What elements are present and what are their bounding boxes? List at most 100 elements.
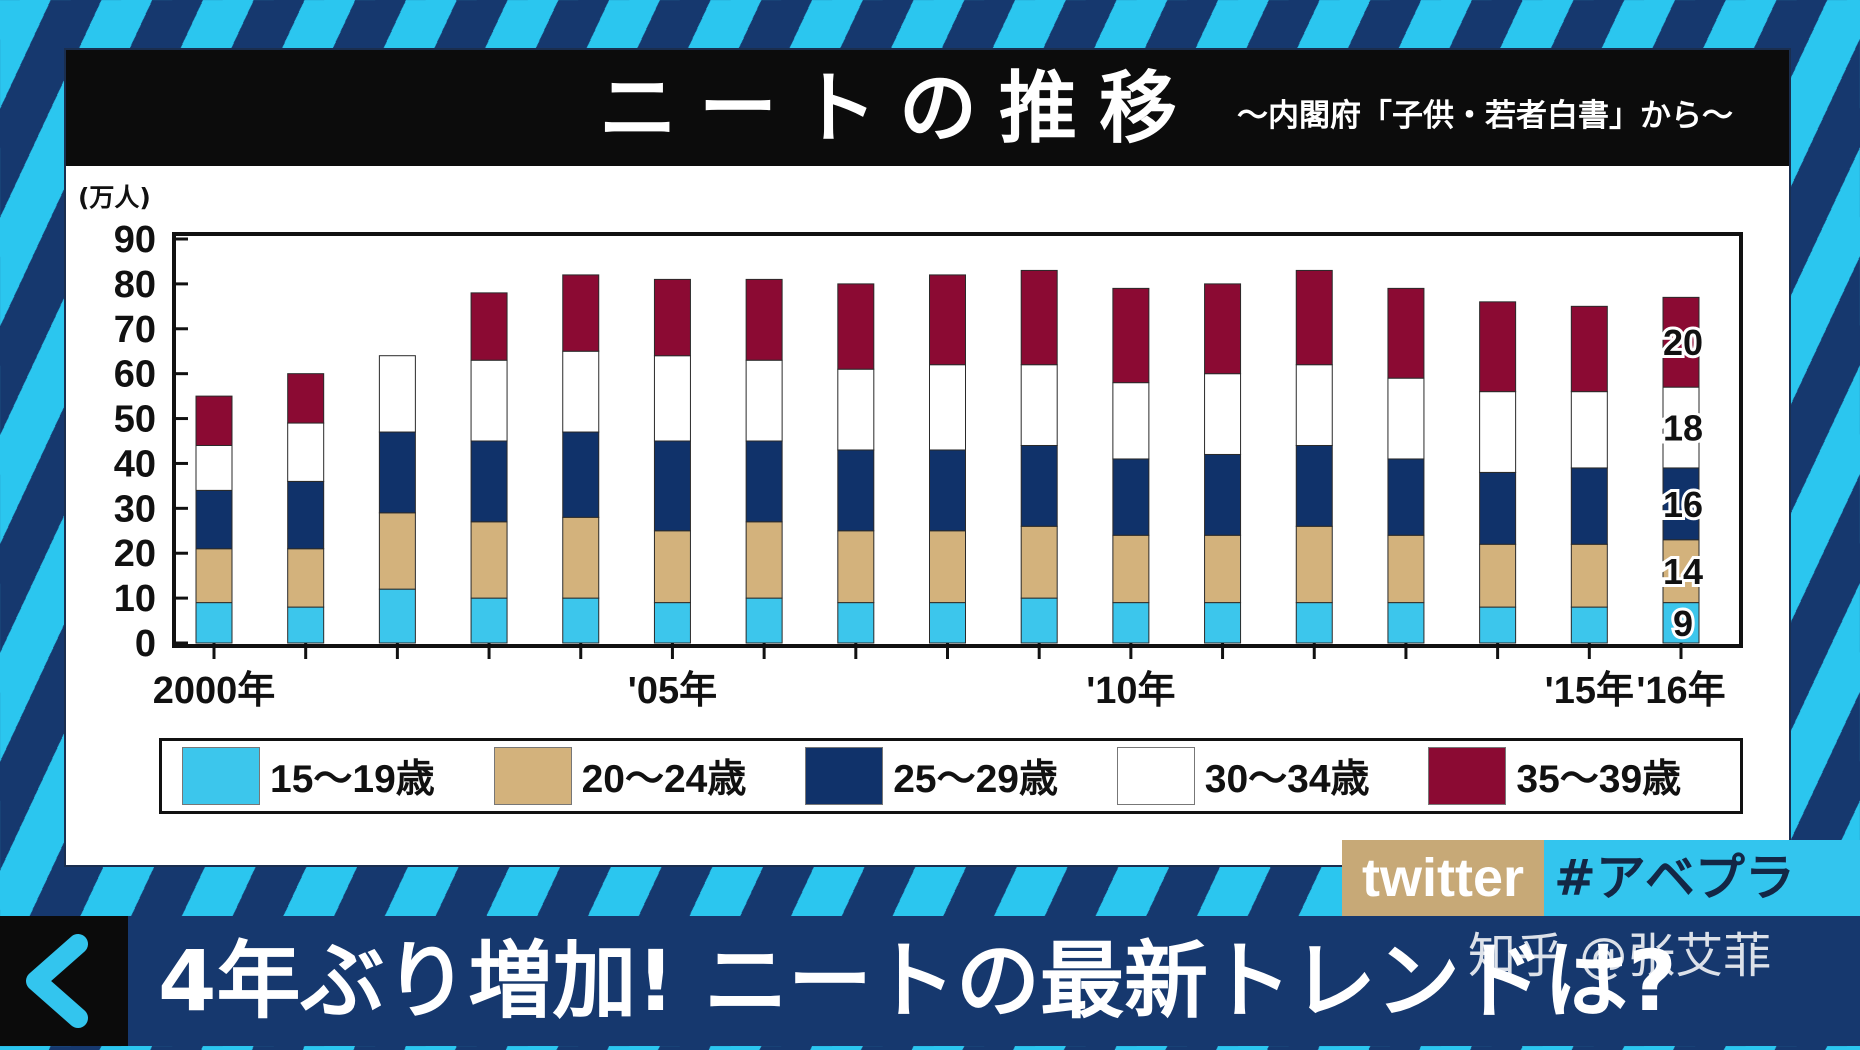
bar-segment xyxy=(929,274,966,366)
bar-segment xyxy=(1662,386,1700,469)
legend: 15〜19歳 20〜24歳 25〜29歳 30〜34歳 35〜39歳 xyxy=(159,738,1743,814)
legend-swatch xyxy=(1428,747,1507,805)
bar-segment xyxy=(837,449,875,532)
bar-segment xyxy=(195,444,233,491)
legend-item: 30〜34歳 xyxy=(1116,747,1429,805)
bar-segment xyxy=(1295,602,1333,644)
title-bar: ニートの推移 〜内閣府「子供・若者白書」から〜 xyxy=(66,50,1789,166)
bar-segment xyxy=(1204,602,1242,644)
bar-segment xyxy=(1387,602,1425,644)
bar-segment xyxy=(1387,458,1425,536)
bar-segment xyxy=(562,350,600,433)
y-tick-label: 20 xyxy=(114,533,156,575)
chevron-left-icon xyxy=(26,934,88,1028)
hashtag-label: #アベプラ xyxy=(1544,840,1860,916)
x-tick-label: '10年 xyxy=(1086,670,1175,712)
bar-segment xyxy=(1112,287,1150,384)
bar-segment xyxy=(195,489,233,550)
bar-segment xyxy=(1020,525,1058,599)
legend-swatch xyxy=(1116,747,1195,805)
legend-item: 20〜24歳 xyxy=(493,747,806,805)
bar-segment xyxy=(1387,534,1425,604)
bar-segment xyxy=(745,597,783,644)
bar-segment xyxy=(653,355,691,442)
data-label: 20 xyxy=(1663,322,1703,363)
bar-segment xyxy=(1020,269,1058,366)
bar-segment xyxy=(929,364,966,451)
legend-label: 35〜39歳 xyxy=(1516,758,1682,801)
bar-segment xyxy=(1204,453,1242,536)
y-tick-label: 40 xyxy=(114,443,156,485)
bar-segment xyxy=(1570,467,1608,545)
bar-segment xyxy=(1387,287,1425,379)
legend-swatch xyxy=(493,747,572,805)
legend-label: 15〜19歳 xyxy=(270,758,435,801)
bar-segment xyxy=(1204,283,1242,375)
bar-segment xyxy=(745,278,783,361)
y-tick-label: 50 xyxy=(114,399,156,441)
bar-segment xyxy=(470,597,508,644)
x-tick-label: '05年 xyxy=(628,670,717,712)
bar-segment xyxy=(929,530,966,604)
bar-segment xyxy=(378,588,416,644)
x-tick-label: '15年 xyxy=(1545,670,1634,712)
bar-segment xyxy=(1295,444,1333,527)
y-tick-label: 0 xyxy=(135,623,156,665)
bar-segment xyxy=(1570,391,1608,469)
bar-segment xyxy=(1295,525,1333,604)
bars-layer xyxy=(195,269,1700,644)
bar-segment xyxy=(837,368,875,451)
bar-segment xyxy=(1204,534,1242,604)
x-tick-label: 2000年 xyxy=(153,670,276,712)
bar-segment xyxy=(745,521,783,599)
bar-segment xyxy=(1479,471,1517,545)
bar-segment xyxy=(195,548,233,604)
chart-title: ニートの推移 xyxy=(598,64,1199,154)
bar-segment xyxy=(929,449,966,532)
bar-segment xyxy=(1387,377,1425,460)
data-label: 9 xyxy=(1673,603,1693,644)
bar-segment xyxy=(745,359,783,442)
bar-segment xyxy=(1295,269,1333,366)
bar-segment xyxy=(287,548,325,608)
bar-segment xyxy=(1020,597,1058,644)
y-tick-label: 60 xyxy=(114,354,156,396)
legend-swatch xyxy=(805,747,884,805)
data-label: 16 xyxy=(1663,484,1703,525)
bar-segment xyxy=(1295,364,1333,446)
bar-segment xyxy=(287,422,325,482)
bar-segment xyxy=(378,355,416,433)
bar-segment xyxy=(470,292,508,361)
bar-segment xyxy=(1112,534,1150,604)
bar-segment xyxy=(837,283,875,370)
back-button[interactable] xyxy=(0,916,128,1046)
bar-segment xyxy=(470,359,508,442)
bar-segment xyxy=(562,597,600,644)
y-tick-label: 80 xyxy=(114,264,156,306)
y-axis-unit-label: (万人) xyxy=(78,183,151,212)
bar-segment xyxy=(1479,301,1517,393)
legend-label: 25〜29歳 xyxy=(893,758,1058,801)
data-label: 14 xyxy=(1663,551,1703,592)
bar-segment xyxy=(1662,539,1700,604)
bar-segment xyxy=(1112,382,1150,460)
lower-third-bar: 4年ぶり増加! ニートの最新トレンドは? 知乎 @张艾菲 xyxy=(0,916,1860,1046)
legend-item: 35〜39歳 xyxy=(1428,747,1740,805)
bar-segment xyxy=(562,431,600,518)
bar-segment xyxy=(1662,296,1700,388)
bar-segment xyxy=(1479,543,1517,608)
bar-segment xyxy=(1479,606,1517,644)
bar-segment xyxy=(837,530,875,604)
legend-item: 25〜29歳 xyxy=(805,747,1117,805)
bar-segment xyxy=(653,602,691,644)
plot-frame xyxy=(172,232,1743,648)
bar-segment xyxy=(1570,543,1608,608)
bar-segment xyxy=(1570,606,1608,644)
y-tick-label: 90 xyxy=(114,219,156,261)
bar-segment xyxy=(1020,364,1058,446)
bar-segment xyxy=(1662,602,1700,644)
twitter-tag: twitter xyxy=(1342,840,1544,916)
bar-segment xyxy=(287,480,325,550)
